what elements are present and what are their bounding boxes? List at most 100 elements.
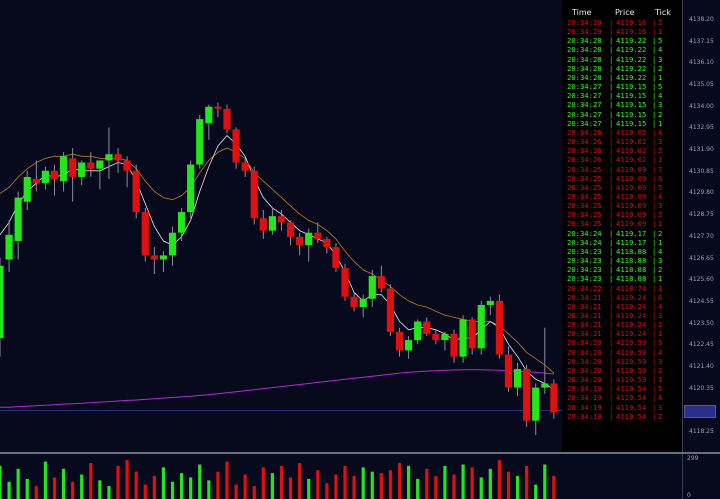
candle	[513, 362, 522, 396]
trade-price: 4119.59	[616, 356, 647, 366]
trade-price: 4119.22	[616, 54, 647, 64]
volume-bar	[361, 467, 365, 499]
trade-tick: 1	[658, 274, 663, 284]
trade-price: 4119.15	[616, 109, 647, 119]
separator: |	[609, 63, 614, 73]
separator: |	[609, 191, 614, 201]
candle-body	[350, 296, 358, 308]
time-and-sales-rows: 20:34:29 | 4119.16 | 2 20:34:29 | 4119.16 | 1 20:3…	[562, 18, 682, 421]
trade-tick: 3	[658, 356, 663, 366]
trade-tick: 2	[658, 265, 663, 275]
volume-bar	[243, 474, 247, 499]
separator: |	[652, 109, 657, 119]
time-and-sales-panel: Time Price Tick 20:34:29 | 4119.16 | 2 20:34:…	[562, 0, 682, 452]
separator: |	[652, 118, 657, 128]
price-axis-label: 4128.75	[689, 211, 714, 219]
separator: |	[652, 338, 657, 348]
trade-price: 4119.09	[616, 173, 647, 183]
candle	[459, 315, 467, 363]
candle	[314, 222, 322, 244]
separator: |	[652, 311, 657, 320]
trade-price: 4119.09	[616, 182, 647, 192]
trade-tick: 2	[658, 411, 663, 421]
trade-tick: 1	[658, 283, 663, 293]
candle	[350, 292, 358, 312]
candle	[250, 166, 258, 225]
trade-tick: 4	[658, 393, 663, 403]
separator: |	[609, 365, 614, 375]
candle	[550, 379, 558, 419]
candle	[286, 220, 295, 246]
separator: |	[609, 329, 614, 339]
trade-tick: 5	[658, 36, 663, 46]
candle-body	[14, 197, 22, 241]
candle	[495, 294, 503, 359]
candle	[214, 102, 222, 118]
candle	[0, 257, 4, 357]
separator: |	[609, 265, 614, 275]
trade-tick: 3	[658, 201, 663, 211]
candle	[377, 265, 385, 293]
trade-time: 20:34:20	[567, 365, 602, 375]
candle	[41, 166, 49, 190]
separator: |	[609, 82, 614, 92]
candle-body	[386, 288, 395, 332]
separator: |	[609, 127, 614, 137]
trade-row: 20:34:25 | 4119.09 | 2	[562, 210, 682, 219]
trade-tick: 4	[658, 347, 663, 357]
volume-bar	[125, 460, 129, 499]
separator: |	[652, 256, 657, 266]
price-axis-label: 4121.40	[689, 362, 714, 370]
separator: |	[652, 155, 657, 165]
trade-time: 20:34:28	[567, 54, 602, 64]
candle-body	[395, 331, 404, 351]
candle-body	[268, 216, 276, 231]
trade-row: 20:34:23 | 4118.88 | 2	[562, 265, 682, 274]
trade-price: 4119.22	[616, 63, 647, 73]
candle	[241, 158, 249, 177]
candle	[159, 251, 168, 272]
candle	[5, 220, 13, 272]
volume-bar	[107, 486, 111, 499]
volume-bar	[261, 467, 265, 499]
trade-tick: 2	[658, 210, 663, 220]
trade-price: 4119.15	[616, 100, 647, 110]
ema-slow-line	[0, 147, 555, 374]
candle-body	[87, 162, 95, 169]
volume-bar	[270, 473, 274, 499]
candle	[196, 114, 204, 169]
candle-body	[513, 369, 522, 388]
panel-divider[interactable]	[0, 452, 720, 454]
trade-price: 4119.09	[616, 210, 647, 220]
separator: |	[652, 72, 657, 82]
candle-body	[105, 154, 113, 161]
trade-tick: 1	[658, 219, 663, 229]
separator: |	[609, 237, 614, 247]
trade-row: 20:34:19 | 4119.54 | 2	[562, 412, 682, 421]
separator: |	[652, 63, 657, 73]
candle	[359, 294, 367, 318]
trade-price: 4119.16	[616, 18, 647, 27]
trade-row: 20:34:19 | 4119.54 | 3	[562, 403, 682, 412]
trade-time: 20:34:28	[567, 63, 602, 73]
trade-row: 20:34:20 | 4119.59 | 4	[562, 348, 682, 357]
separator: |	[609, 118, 614, 128]
volume-bar	[216, 471, 220, 499]
trade-tick: 1	[658, 27, 663, 37]
candle-body	[123, 160, 131, 171]
trade-tick: 6	[658, 173, 663, 183]
trade-price: 4119.54	[616, 411, 647, 421]
separator: |	[652, 274, 657, 284]
candle	[341, 263, 349, 301]
volume-bar	[334, 474, 338, 499]
candle	[87, 152, 95, 177]
candle	[223, 104, 231, 134]
candlestick-chart[interactable]	[0, 0, 562, 452]
candle	[96, 160, 104, 190]
candle-body	[50, 170, 59, 180]
separator: |	[609, 320, 614, 330]
separator: |	[609, 292, 614, 302]
candle	[386, 284, 395, 336]
separator: |	[652, 283, 657, 293]
trade-row: 20:34:26 | 4119.02 | 3	[562, 137, 682, 146]
